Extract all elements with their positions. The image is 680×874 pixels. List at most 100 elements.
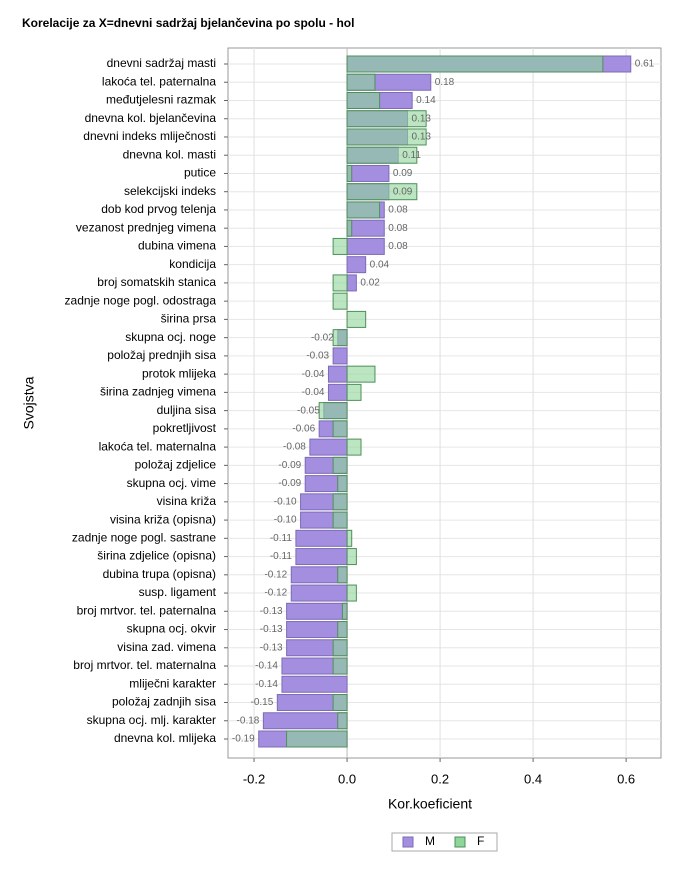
bar <box>346 164 353 182</box>
value-label: 0.11 <box>402 150 421 161</box>
y-tick-label: dubina trupa (opisna) <box>103 567 216 581</box>
bar <box>332 347 348 365</box>
y-tick-label: lakoća tel. maternalna <box>99 439 217 453</box>
bar <box>332 511 348 529</box>
x-tick-label: 0.0 <box>338 771 356 786</box>
y-tick-label: putice <box>184 166 216 180</box>
value-label: -0.10 <box>274 515 297 526</box>
bar <box>281 675 348 693</box>
y-tick-label: položaj prednjih sisa <box>107 348 216 362</box>
bar <box>346 310 367 328</box>
y-tick-label: lakoća tel. paternalna <box>102 74 216 88</box>
bar <box>346 55 604 73</box>
y-tick-label: dnevna kol. mlijeka <box>114 731 216 745</box>
value-label: -0.13 <box>260 642 283 653</box>
bar <box>346 128 427 146</box>
legend-label: F <box>477 834 484 848</box>
value-label: -0.13 <box>260 606 283 617</box>
y-tick-label: selekcijski indeks <box>124 184 216 198</box>
bar <box>346 201 381 219</box>
y-tick-label: skupna ocj. okvir <box>127 622 216 636</box>
value-label: -0.14 <box>255 679 278 690</box>
bar <box>332 237 348 255</box>
bar <box>327 383 348 401</box>
legend-swatch <box>402 836 414 848</box>
x-tick-label: 0.6 <box>617 771 635 786</box>
bar <box>332 292 348 310</box>
value-label: -0.13 <box>260 624 283 635</box>
y-tick-label: visina križa <box>157 494 217 508</box>
bar <box>332 639 348 657</box>
x-tick-label: -0.2 <box>243 771 265 786</box>
y-tick-label: dnevni sadržaj masti <box>107 56 216 70</box>
y-tick-label: protok mlijeka <box>142 366 216 380</box>
y-tick-label: skupna ocj. vime <box>127 476 217 490</box>
bar <box>346 183 418 201</box>
y-tick-label: dnevna kol. bjelančevina <box>85 111 217 125</box>
bar <box>332 420 348 438</box>
value-label: 0.18 <box>435 77 455 88</box>
bar <box>346 219 353 237</box>
y-tick-label: dnevni indeks mliječnosti <box>83 129 216 143</box>
y-axis-label: Svojstva <box>21 376 37 429</box>
value-label: -0.05 <box>297 405 320 416</box>
y-tick-label: broj mrtvor. tel. paternalna <box>77 603 217 617</box>
value-label: 0.09 <box>393 168 413 179</box>
bar <box>295 548 348 566</box>
bar <box>290 584 348 602</box>
bar <box>346 164 390 182</box>
value-label: -0.09 <box>278 460 301 471</box>
y-tick-label: širina zadnjeg vimena <box>100 385 216 399</box>
value-label: -0.12 <box>264 588 287 599</box>
bar <box>332 274 348 292</box>
bar <box>346 110 427 128</box>
legend-label: M <box>425 834 435 848</box>
bar <box>346 274 357 292</box>
value-label: -0.09 <box>278 478 301 489</box>
value-label: -0.11 <box>270 533 292 544</box>
y-tick-label: međutjelesni razmak <box>106 93 217 107</box>
value-label: 0.04 <box>370 259 390 270</box>
bar <box>346 548 357 566</box>
y-tick-label: visina križa (opisna) <box>110 512 216 526</box>
value-label: -0.06 <box>292 424 315 435</box>
bar <box>346 73 376 91</box>
bar <box>337 712 348 730</box>
value-label: -0.14 <box>255 661 278 672</box>
y-tick-label: položaj zadnjih sisa <box>112 695 216 709</box>
value-label: 0.08 <box>388 223 408 234</box>
bar <box>332 456 348 474</box>
bar <box>346 146 418 164</box>
bar <box>309 438 348 456</box>
value-label: 0.09 <box>393 186 413 197</box>
bar <box>286 602 348 620</box>
bar <box>332 657 348 675</box>
bar <box>286 730 348 748</box>
value-label: 0.61 <box>635 59 655 70</box>
value-label: -0.10 <box>274 496 297 507</box>
bar <box>337 475 348 493</box>
bar <box>341 602 348 620</box>
y-tick-label: širina zdjelice (opisna) <box>97 549 216 563</box>
value-label: 0.13 <box>412 132 432 143</box>
bar <box>327 365 348 383</box>
y-tick-label: visina zad. vimena <box>117 640 216 654</box>
x-axis-label: Kor.koeficient <box>388 796 472 812</box>
value-label: -0.15 <box>251 697 274 708</box>
value-label: 0.02 <box>360 278 380 289</box>
y-tick-label: duljina sisa <box>157 403 217 417</box>
bar <box>332 493 348 511</box>
bar <box>346 256 367 274</box>
value-label: -0.11 <box>270 551 292 562</box>
chart-title: Korelacije za X=dnevni sadržaj bjelančev… <box>22 16 354 30</box>
legend-swatch <box>454 836 466 848</box>
value-label: -0.19 <box>232 734 255 745</box>
value-label: -0.04 <box>302 369 325 380</box>
value-label: -0.12 <box>264 569 287 580</box>
value-label: -0.04 <box>302 387 325 398</box>
y-tick-label: kondicija <box>169 257 216 271</box>
bar <box>346 219 385 237</box>
y-tick-label: zadnje noge pogl. odostraga <box>65 293 217 307</box>
bar <box>332 329 348 347</box>
